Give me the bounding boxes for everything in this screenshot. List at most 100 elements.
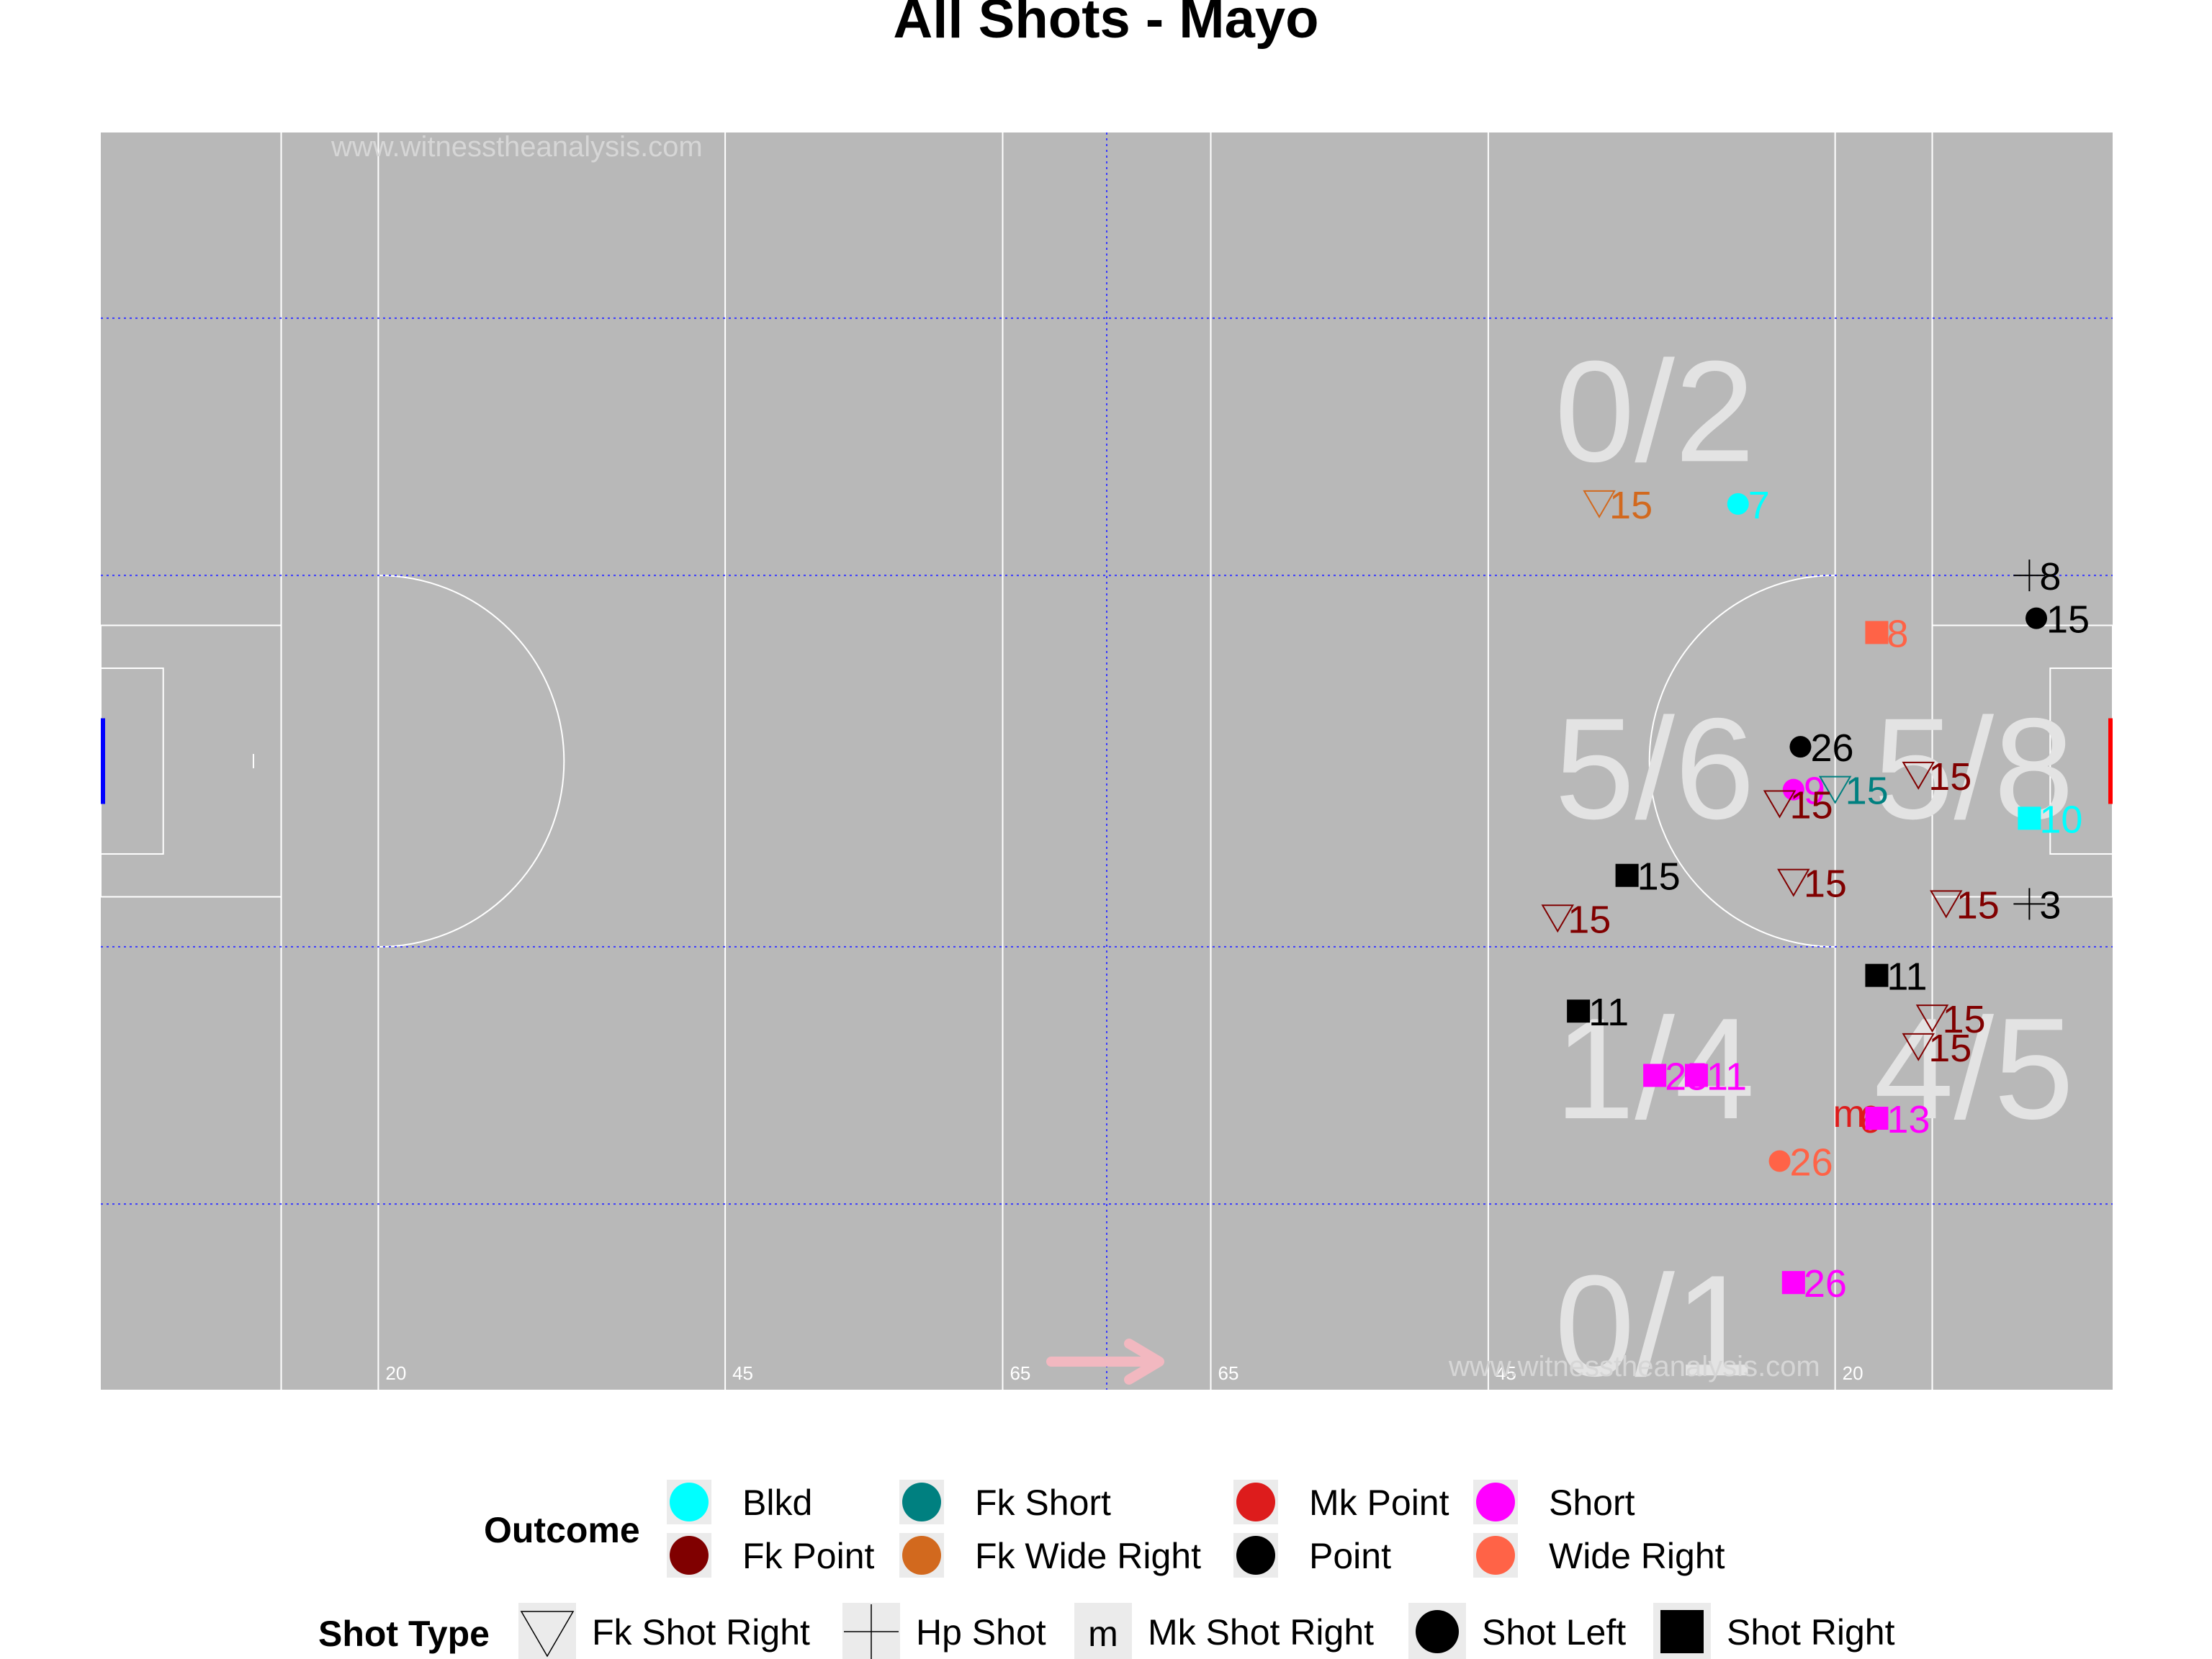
shot-point xyxy=(1727,493,1749,515)
legend-symbol xyxy=(520,1611,575,1658)
shot-point-label: 10 xyxy=(2039,798,2082,841)
shot-point-label: 15 xyxy=(1790,784,1833,827)
legend-outcome-label: Fk Wide Right xyxy=(975,1536,1201,1576)
legend-outcome-label: Wide Right xyxy=(1549,1536,1725,1576)
shot-point-label: 7 xyxy=(1748,484,1770,527)
legend-outcome-label: Fk Point xyxy=(742,1536,875,1576)
shot-point xyxy=(1782,778,1804,801)
shot-point xyxy=(1643,1064,1667,1087)
zone-label: 0/1 xyxy=(1555,1246,1755,1406)
shot-point-label: 26 xyxy=(1804,1262,1847,1305)
legend-shot-type-label: Hp Shot xyxy=(916,1612,1046,1653)
legend-swatch xyxy=(670,1483,709,1521)
legend-shot-type-label: Mk Shot Right xyxy=(1148,1612,1374,1653)
pitch-tick-label: 20 xyxy=(385,1362,406,1384)
shot-point-label: 15 xyxy=(1928,1027,1972,1070)
shot-point xyxy=(1684,1064,1708,1087)
shot-point xyxy=(2013,888,2046,920)
shot-point-label: 15 xyxy=(1928,755,1972,799)
shot-point-label: 26 xyxy=(1790,1141,1833,1184)
legend-symbol: m xyxy=(1088,1614,1118,1654)
legend-symbol xyxy=(1416,1610,1459,1653)
shot-points: 715815826159151510151515153111115152511m… xyxy=(1541,484,2090,1305)
legend-key-bg xyxy=(518,1603,576,1659)
legend-swatch xyxy=(902,1483,941,1521)
shot-point xyxy=(1567,999,1591,1023)
legend-outcome-label: Mk Point xyxy=(1309,1483,1449,1523)
pitch-markings xyxy=(100,132,2113,1390)
shot-point-label: 15 xyxy=(1804,863,1847,906)
pitch-tick-labels: 20 45 65 65 45 20 xyxy=(385,1362,1863,1384)
legend-symbol xyxy=(844,1604,899,1659)
watermark-bottom: www.witnesstheanalysis.com xyxy=(1448,1351,1820,1382)
shot-point-label: 26 xyxy=(1810,727,1853,770)
pitch-tick-label: 65 xyxy=(1010,1362,1030,1384)
shot-point-label: 15 xyxy=(1568,898,1611,941)
legend-outcome-title: Outcome xyxy=(484,1510,640,1550)
legend-swatch xyxy=(902,1536,941,1575)
shot-point xyxy=(1777,868,1810,897)
shot-point-label: 15 xyxy=(1637,855,1681,899)
right-arc xyxy=(1648,575,1835,948)
pitch-tick-label: 45 xyxy=(1496,1362,1516,1384)
shot-point-label: 15 xyxy=(1956,884,2000,927)
shot-point-label: 11 xyxy=(1707,1056,1747,1099)
legend-key-bg xyxy=(1074,1603,1132,1659)
zone-label: 0/2 xyxy=(1555,331,1755,492)
legend-shot-type-label: Fk Shot Right xyxy=(592,1612,810,1653)
shot-point-label: 3 xyxy=(2039,884,2061,927)
shot-point xyxy=(1789,736,1812,758)
shot-point xyxy=(1915,1004,1949,1033)
shot-point-label: 15 xyxy=(1845,770,1889,813)
shot-point xyxy=(1583,490,1616,518)
left-arc xyxy=(378,575,565,948)
shot-point xyxy=(1865,1107,1889,1130)
legend-outcome-label: Fk Short xyxy=(975,1483,1111,1523)
pitch-tick-label: 45 xyxy=(732,1362,753,1384)
shot-point xyxy=(1865,621,1889,644)
legend-swatch xyxy=(1236,1483,1275,1521)
shot-point-label: 15 xyxy=(1943,998,1986,1041)
shot-point xyxy=(1541,904,1574,933)
legend-outcome-label: Short xyxy=(1549,1483,1635,1523)
shot-point-label: 8 xyxy=(1887,612,1908,655)
shot-point xyxy=(1615,863,1639,887)
zone-label: 4/5 xyxy=(1874,989,2074,1149)
attack-direction-arrow xyxy=(1046,1339,1164,1385)
shot-point xyxy=(1818,775,1852,804)
shot-point xyxy=(1763,790,1797,819)
shot-point xyxy=(1902,761,1935,790)
shot-point xyxy=(1781,1271,1805,1295)
legend-swatch xyxy=(670,1536,709,1575)
legend-symbol xyxy=(1660,1610,1704,1653)
pitch-tick-label: 20 xyxy=(1843,1362,1863,1384)
legend-outcome: Outcome Blkd Fk Point Fk Short Fk Wide Righ… xyxy=(484,1480,1725,1578)
shot-point-label: 11 xyxy=(1588,991,1629,1034)
legend-shot-type-label: Shot Left xyxy=(1482,1612,1626,1653)
shot-point xyxy=(2013,559,2046,592)
shot-point: m xyxy=(1833,1092,1865,1136)
zone-label: 5/6 xyxy=(1555,688,1755,849)
legend-shot-type: Shot Type Fk Shot Right Hp Shot m Mk Shot R… xyxy=(318,1603,1895,1659)
shot-point-label: 13 xyxy=(1887,1098,1930,1141)
watermark-top: www.witnesstheanalysis.com xyxy=(331,131,703,163)
shot-point xyxy=(1902,1033,1935,1061)
legend-shot-type-title: Shot Type xyxy=(318,1614,490,1654)
shot-point-label: 8 xyxy=(2039,555,2061,598)
grid-lines xyxy=(101,132,2113,1390)
shot-point xyxy=(2018,806,2041,830)
shot-point-label: 11 xyxy=(1887,956,1927,999)
shot-point xyxy=(1930,890,1963,919)
zone-labels: 0/25/6 5/81/4 4/50/1 xyxy=(1555,331,2074,1406)
legend-shot-type-label: Shot Right xyxy=(1727,1612,1895,1653)
pitch-tick-label: 65 xyxy=(1218,1362,1239,1384)
shot-point-label: 15 xyxy=(2046,598,2090,642)
legend-swatch xyxy=(1236,1536,1275,1575)
legend-swatch xyxy=(1476,1536,1515,1575)
chart-title: All Shots - Mayo xyxy=(893,0,1318,50)
shot-point xyxy=(1865,963,1889,987)
legend-outcome-label: Blkd xyxy=(742,1483,812,1523)
legend-outcome-label: Point xyxy=(1309,1536,1391,1576)
shot-point xyxy=(2026,607,2048,629)
